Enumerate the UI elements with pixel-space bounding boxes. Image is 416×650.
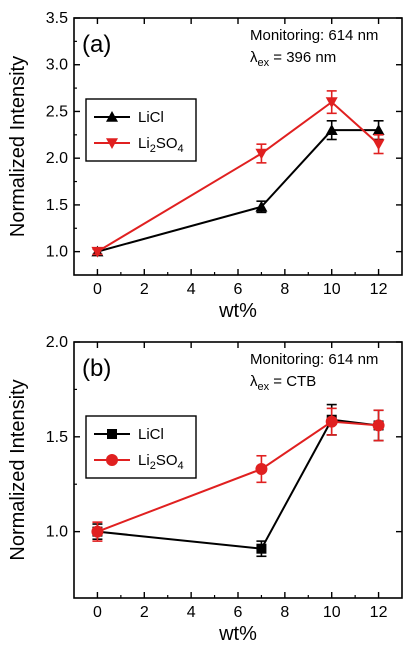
lambda-subscript: ex [258, 57, 270, 69]
legend-marker [106, 454, 118, 466]
legend-label-tail: SO [156, 452, 178, 469]
x-tick-label: 10 [323, 604, 341, 621]
x-tick-label: 12 [370, 281, 388, 298]
legend-label-base: LiCl [138, 109, 164, 126]
excitation-value: = CTB [269, 373, 316, 390]
x-tick-label: 6 [234, 281, 243, 298]
excitation-annotation: λex = 396 nm [250, 49, 336, 69]
chart-panel: 0 2 4 6 8 10 12 1.0 1.5 2.0 wt% Normalized Intensit… [7, 334, 403, 645]
series-line [96, 100, 380, 253]
legend-marker [106, 111, 118, 122]
monitoring-annotation: Monitoring: 614 nm [250, 27, 378, 44]
x-tick-label: 8 [280, 604, 289, 621]
y-tick-label: 3.0 [46, 57, 68, 74]
x-tick-label: 0 [93, 604, 102, 621]
x-axis-title: wt% [218, 623, 257, 645]
excitation-value: = 396 nm [269, 49, 336, 66]
x-tick-label: 2 [140, 281, 149, 298]
x-tick-label: 12 [370, 604, 388, 621]
data-point [91, 246, 104, 258]
legend-marker [107, 429, 117, 439]
panel-label: (a) [82, 31, 111, 58]
x-tick-label: 8 [280, 281, 289, 298]
legend-marker [106, 138, 118, 149]
y-axis-title: Normalized Intensity [7, 379, 29, 560]
data-point [255, 148, 268, 160]
data-point [91, 525, 104, 538]
series-1 [91, 407, 385, 542]
legend-label-sub: 2 [150, 460, 156, 472]
data-point [372, 419, 385, 432]
data-point [325, 415, 338, 428]
legend-box [85, 98, 197, 162]
legend-label-base: Li [138, 452, 150, 469]
x-tick-label: 0 [93, 281, 102, 298]
y-tick-label: 1.5 [46, 429, 68, 446]
x-tick-label: 4 [187, 281, 196, 298]
legend-label-base: Li [138, 135, 150, 152]
legend-label: Li2SO4 [138, 452, 184, 472]
x-tick-label: 10 [323, 281, 341, 298]
legend-label-tail: SO [156, 135, 178, 152]
excitation-annotation: λex = CTB [250, 373, 316, 393]
x-tick-label: 4 [187, 604, 196, 621]
y-tick-label: 1.5 [46, 197, 68, 214]
data-point [256, 543, 267, 554]
y-tick-label: 1.0 [46, 244, 68, 261]
y-axis-title: Normalized Intensity [7, 56, 29, 237]
legend-label-base: LiCl [138, 426, 164, 443]
data-point [255, 200, 268, 212]
data-point [255, 463, 268, 476]
x-tick-label: 2 [140, 604, 149, 621]
data-point [372, 124, 385, 135]
series-1 [91, 90, 385, 258]
legend: LiCl Li2SO4 [85, 98, 197, 162]
legend-label: Li2SO4 [138, 135, 184, 155]
data-point [325, 97, 338, 109]
legend-label: LiCl [138, 109, 164, 126]
data-point [372, 139, 385, 151]
lambda-subscript: ex [258, 381, 270, 393]
y-tick-label: 2.5 [46, 103, 68, 120]
lambda-symbol: λ [250, 49, 258, 66]
legend-label-sub2: 4 [178, 143, 184, 155]
legend-label-sub: 2 [150, 143, 156, 155]
lambda-symbol: λ [250, 373, 258, 390]
legend-label: LiCl [138, 426, 164, 443]
series-line [97, 420, 379, 533]
data-point [325, 124, 338, 135]
monitoring-annotation: Monitoring: 614 nm [250, 351, 378, 368]
y-tick-label: 3.5 [46, 10, 68, 27]
legend-box [85, 415, 197, 479]
y-tick-label: 2.0 [46, 334, 68, 351]
y-tick-label: 1.0 [46, 524, 68, 541]
x-tick-label: 6 [234, 604, 243, 621]
panel-label: (b) [82, 355, 111, 382]
legend: LiCl Li2SO4 [85, 415, 197, 479]
legend-label-sub2: 4 [178, 460, 184, 472]
y-tick-label: 2.0 [46, 150, 68, 167]
chart-panel: 0 2 4 6 8 10 12 1.0 1.5 2.0 2.5 3.0 3.5 wt% Normalized… [7, 10, 403, 322]
series-line [97, 129, 379, 253]
x-axis-title: wt% [218, 300, 257, 322]
